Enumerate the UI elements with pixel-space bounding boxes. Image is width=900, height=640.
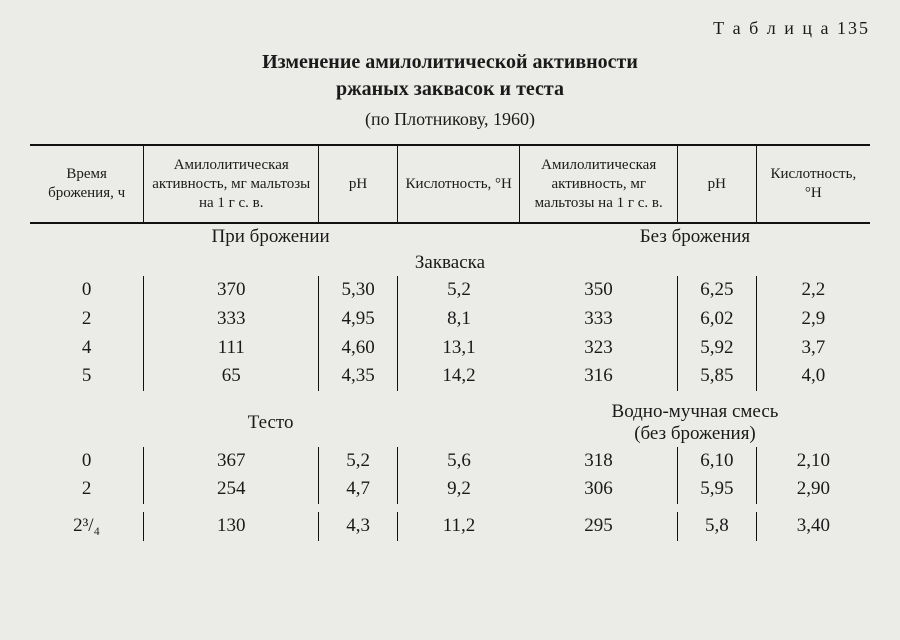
section-row-1: При брожении Без брожения: [30, 223, 870, 250]
cell-acidity: 11,2: [397, 512, 520, 541]
section-mid-row: Закваска: [30, 250, 870, 276]
cell-acidity: 8,1: [397, 305, 520, 334]
cell-acidity: 5,6: [397, 447, 520, 476]
title-line-1: Изменение амилолитической активности: [30, 49, 870, 76]
cell-acidity-2: 2,90: [756, 475, 870, 504]
cell-ph: 5,30: [319, 276, 398, 305]
cell-time: 2³/₄: [30, 512, 144, 541]
cell-acidity: 14,2: [397, 362, 520, 391]
cell-activity: 130: [144, 512, 319, 541]
cell-ph: 4,35: [319, 362, 398, 391]
cell-acidity-2: 2,9: [756, 305, 870, 334]
cell-acidity-2: 3,7: [756, 334, 870, 363]
cell-ph: 5,2: [319, 447, 398, 476]
title-line-2: ржаных заквасок и теста: [30, 76, 870, 103]
cell-activity-2: 323: [520, 334, 677, 363]
col-header-activity-1: Амилолитическая активность, мг мальтозы …: [144, 145, 319, 223]
cell-ph: 4,7: [319, 475, 398, 504]
cell-activity-2: 295: [520, 512, 677, 541]
cell-acidity: 5,2: [397, 276, 520, 305]
cell-acidity-2: 3,40: [756, 512, 870, 541]
table-row: 0 367 5,2 5,6 318 6,10 2,10: [30, 447, 870, 476]
cell-time: 4: [30, 334, 144, 363]
table-row: 2 254 4,7 9,2 306 5,95 2,90: [30, 475, 870, 504]
cell-activity-2: 318: [520, 447, 677, 476]
cell-activity: 333: [144, 305, 319, 334]
header-row: Время брожения, ч Амилолитическая активн…: [30, 145, 870, 223]
cell-time: 2: [30, 305, 144, 334]
cell-ph-2: 6,02: [677, 305, 756, 334]
cell-acidity-2: 4,0: [756, 362, 870, 391]
cell-acidity-2: 2,10: [756, 447, 870, 476]
table-row: 5 65 4,35 14,2 316 5,85 4,0: [30, 362, 870, 391]
cell-acidity-2: 2,2: [756, 276, 870, 305]
col-header-ph-1: pH: [319, 145, 398, 223]
cell-activity-2: 350: [520, 276, 677, 305]
cell-ph-2: 5,8: [677, 512, 756, 541]
page: Т а б л и ц а 135 Изменение амилолитичес…: [0, 0, 900, 561]
cell-time: 0: [30, 447, 144, 476]
cell-time: 2: [30, 475, 144, 504]
section-left-1: При брожении: [144, 223, 398, 250]
section-right-2-line2: (без брожения): [526, 423, 864, 445]
cell-ph: 4,95: [319, 305, 398, 334]
cell-ph-2: 5,92: [677, 334, 756, 363]
cell-activity: 254: [144, 475, 319, 504]
title-subtitle: (по Плотникову, 1960): [30, 109, 870, 130]
cell-activity-2: 333: [520, 305, 677, 334]
cell-time: 0: [30, 276, 144, 305]
section-row-2: Тесто Водно-мучная смесь (без брожения): [30, 399, 870, 447]
cell-activity: 111: [144, 334, 319, 363]
title-block: Изменение амилолитической активности ржа…: [30, 49, 870, 103]
section-right-2-line1: Водно-мучная смесь: [526, 401, 864, 423]
table-row: 2 333 4,95 8,1 333 6,02 2,9: [30, 305, 870, 334]
cell-time: 5: [30, 362, 144, 391]
table-row: 2³/₄ 130 4,3 11,2 295 5,8 3,40: [30, 512, 870, 541]
section-right-2: Водно-мучная смесь (без брожения): [520, 399, 870, 447]
col-header-activity-2: Амилолитическая активность, мг мальтозы …: [520, 145, 677, 223]
cell-acidity: 9,2: [397, 475, 520, 504]
table-row: 4 111 4,60 13,1 323 5,92 3,7: [30, 334, 870, 363]
section-left-2: Тесто: [144, 399, 398, 447]
table-row: 0 370 5,30 5,2 350 6,25 2,2: [30, 276, 870, 305]
cell-ph-2: 5,95: [677, 475, 756, 504]
col-header-acidity-1: Кислотность, °Н: [397, 145, 520, 223]
cell-ph: 4,3: [319, 512, 398, 541]
cell-ph: 4,60: [319, 334, 398, 363]
cell-activity: 65: [144, 362, 319, 391]
cell-ph-2: 6,25: [677, 276, 756, 305]
cell-ph-2: 5,85: [677, 362, 756, 391]
col-header-time: Время брожения, ч: [30, 145, 144, 223]
cell-acidity: 13,1: [397, 334, 520, 363]
col-header-acidity-2: Кислотность, °Н: [756, 145, 870, 223]
cell-activity: 367: [144, 447, 319, 476]
col-header-ph-2: pH: [677, 145, 756, 223]
cell-activity-2: 306: [520, 475, 677, 504]
table-number: Т а б л и ц а 135: [30, 18, 870, 39]
section-right-1: Без брожения: [520, 223, 870, 250]
cell-activity: 370: [144, 276, 319, 305]
cell-ph-2: 6,10: [677, 447, 756, 476]
data-table: Время брожения, ч Амилолитическая активн…: [30, 144, 870, 541]
cell-activity-2: 316: [520, 362, 677, 391]
section-mid-1: Закваска: [144, 250, 756, 276]
